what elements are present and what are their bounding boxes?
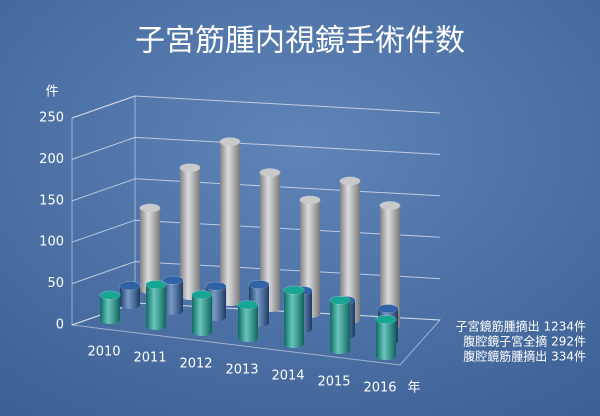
- cylinder-shade: [100, 295, 120, 324]
- cylinder-top: [260, 168, 280, 177]
- cylinder-top: [180, 163, 200, 172]
- cylinder-shade: [238, 304, 258, 342]
- y-tick-label: 100: [39, 235, 64, 250]
- x-tick-label: 2011: [133, 351, 166, 366]
- cylinder-shade: [260, 172, 280, 312]
- cylinder-shade: [140, 208, 160, 294]
- grid-line: [71, 136, 441, 160]
- cylinder-shade: [330, 300, 350, 354]
- cylinder-shade: [340, 181, 360, 324]
- grid-line: [71, 261, 441, 285]
- cylinder-top: [220, 137, 240, 146]
- cylinder-shade: [180, 167, 200, 300]
- x-tick-label: 2012: [179, 357, 212, 372]
- cylinder-top: [146, 280, 166, 289]
- cylinder-shade: [192, 294, 212, 336]
- cylinder-top: [330, 296, 350, 305]
- cylinder-top: [163, 276, 183, 285]
- x-tick-label: 2013: [225, 363, 258, 378]
- cylinder-shade: [380, 205, 400, 330]
- x-axis-label: 年: [407, 381, 420, 396]
- cylinder-top: [238, 300, 258, 309]
- y-tick-label: 0: [56, 318, 64, 333]
- cylinder-top: [300, 196, 320, 205]
- cylinder-top: [380, 201, 400, 210]
- y-tick-label: 250: [39, 111, 64, 126]
- grid-line: [71, 95, 441, 119]
- cylinder-shade: [284, 290, 304, 348]
- cylinder-top: [378, 304, 398, 313]
- legend-label: 子宮鏡筋腫摘出 1234件: [456, 319, 586, 334]
- y-axis-label: 件: [45, 85, 58, 100]
- x-tick-label: 2014: [271, 369, 304, 384]
- cylinder-top: [100, 291, 120, 300]
- y-tick-label: 200: [39, 152, 64, 167]
- cylinder-top: [140, 204, 160, 213]
- x-tick-label: 2015: [317, 375, 350, 390]
- cylinder-top: [284, 286, 304, 295]
- cylinder-top: [340, 177, 360, 186]
- legend-label: 腹腔鏡子宮全摘 292件: [463, 334, 586, 349]
- cylinder-top: [120, 281, 140, 290]
- grid-line: [71, 178, 441, 202]
- cylinder-shade: [376, 319, 396, 360]
- cylinder-shade: [220, 141, 240, 306]
- cylinder-shade: [120, 285, 140, 309]
- cylinder-top: [192, 290, 212, 299]
- x-tick-label: 2016: [363, 381, 396, 396]
- grid-line: [71, 219, 441, 243]
- x-tick-label: 2010: [87, 345, 120, 360]
- y-tick-label: 50: [47, 276, 64, 291]
- cylinder-top: [249, 280, 269, 289]
- chart-title: 子宮筋腫内視鏡手術件数: [135, 24, 465, 59]
- legend-label: 腹腔鏡筋腫摘出 334件: [463, 349, 586, 364]
- cylinder-top: [206, 282, 226, 291]
- cylinder-shade: [163, 280, 183, 315]
- y-tick-label: 150: [39, 193, 64, 208]
- cylinder-shade: [146, 284, 166, 330]
- cylinder-top: [376, 315, 396, 324]
